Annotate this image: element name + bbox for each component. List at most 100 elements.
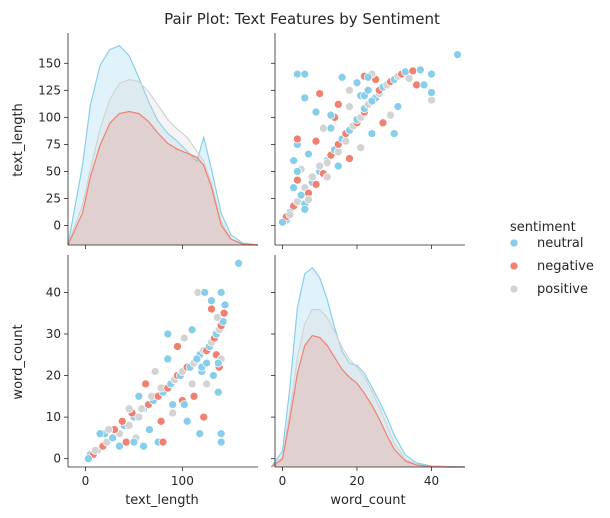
x-tick-label: 40 [424, 474, 439, 488]
scatter-point-negative [311, 180, 321, 189]
scatter-point-negative [311, 136, 321, 146]
scatter-point-neutral [163, 329, 173, 339]
scatter-point-neutral [289, 183, 298, 193]
panel-word_count-vs-word_count: 0 20 40 [270, 255, 466, 488]
scatter-point-positive [304, 195, 313, 204]
scatter-point-neutral [326, 123, 336, 133]
scatter-point-neutral [289, 156, 298, 165]
scatter-point-neutral [115, 441, 124, 451]
scatter-point-neutral [293, 167, 302, 176]
scatter-point-negative [199, 412, 209, 422]
kde-line-positive [270, 309, 465, 468]
y-axis-label-text-length: text_length [11, 103, 26, 177]
y-tick-label: 10 [46, 410, 61, 424]
scatter-point-neutral [427, 69, 436, 79]
legend-marker-positive [509, 284, 519, 294]
scatter-point-neutral [195, 429, 205, 439]
legend-marker-negative [509, 261, 519, 271]
scatter-point-negative [293, 134, 302, 144]
scatter-point-neutral [393, 102, 403, 111]
scatter-point-neutral [300, 93, 310, 103]
scatter-point-positive [124, 404, 134, 414]
y-tick-label: 25 [46, 191, 61, 205]
scatter-point-neutral [453, 50, 462, 59]
legend-label-negative: negative [537, 259, 594, 274]
scatter-point-neutral [367, 129, 377, 138]
scatter-point-neutral [163, 354, 173, 364]
scatter-point-positive [137, 404, 147, 414]
scatter-point-negative [293, 175, 302, 185]
scatter-point-positive [150, 367, 160, 376]
scatter-point-positive [333, 147, 343, 157]
scatter-point-positive [202, 379, 211, 389]
scatter-point-neutral [200, 288, 210, 297]
scatter-point-neutral [326, 110, 336, 120]
kde-fill-neutral [68, 45, 258, 246]
scatter-point-negative [173, 342, 182, 351]
kde-line-neutral [67, 44, 259, 246]
panels: 0 25 50 75 100 125 150 0 100 0 10 20 30 40 0 20 40 [38, 33, 466, 488]
scatter-point-neutral [216, 288, 226, 297]
kde-line-neutral [270, 266, 466, 468]
scatter-point-neutral [300, 69, 310, 79]
scatter-point-neutral [192, 354, 202, 364]
y-tick-label: 150 [38, 56, 61, 70]
scatter-point-neutral [311, 107, 321, 117]
x-tick-label: 20 [349, 474, 364, 488]
y-tick-label: 40 [46, 285, 61, 299]
scatter-point-positive [315, 161, 325, 171]
scatter-point-neutral [300, 204, 310, 214]
scatter-point-neutral [427, 88, 436, 97]
scatter-point-negative [158, 437, 168, 447]
kde-line-negative [67, 110, 259, 246]
scatter-point-positive [322, 158, 332, 168]
scatter-point-neutral [139, 441, 148, 451]
scatter-point-neutral [129, 437, 139, 447]
scatter-point-positive [124, 421, 134, 430]
scatter-point-neutral [213, 387, 223, 397]
x-axis-label-word-count: word_count [330, 493, 405, 508]
x-tick-label: 100 [171, 474, 194, 488]
scatter-point-positive [212, 313, 222, 322]
scatter-point-positive [134, 412, 144, 422]
scatter-point-neutral [182, 416, 192, 426]
scatter-point-negative [189, 391, 199, 401]
y-tick-label: 50 [46, 164, 61, 178]
scatter-point-negative [345, 154, 354, 163]
scatter-point-positive [322, 172, 332, 182]
x-axis-label-text-length: text_length [125, 493, 199, 508]
scatter-point-positive [341, 136, 351, 146]
scatter-point-negative [117, 416, 127, 426]
kde-fill-positive [271, 309, 465, 467]
scatter-point-negative [378, 118, 388, 128]
scatter-point-negative [121, 437, 131, 447]
scatter-point-neutral [95, 429, 105, 439]
y-tick-label: 0 [53, 219, 61, 233]
scatter-point-negative [156, 416, 166, 426]
scatter-point-negative [412, 80, 421, 90]
legend-marker-neutral [509, 238, 519, 248]
scatter-point-positive [319, 123, 328, 133]
scatter-point-neutral [220, 300, 230, 310]
scatter-point-neutral [367, 96, 377, 106]
scatter-point-neutral [296, 190, 306, 200]
scatter-point-neutral [363, 72, 373, 82]
scatter-point-neutral [363, 85, 373, 95]
scatter-point-neutral [168, 400, 178, 409]
legend-title: sentiment [510, 220, 576, 235]
scatter-point-negative [207, 304, 216, 314]
scatter-point-positive [356, 143, 366, 153]
scatter-point-neutral [415, 65, 425, 75]
y-tick-label: 20 [46, 369, 61, 383]
scatter-point-neutral [84, 454, 93, 464]
scatter-point-negative [141, 379, 150, 389]
scatter-point-neutral [293, 69, 302, 79]
legend-label-positive: positive [537, 282, 588, 297]
scatter-point-neutral [337, 72, 347, 82]
scatter-point-neutral [234, 258, 243, 268]
scatter-point-positive [90, 446, 100, 455]
y-tick-label: 0 [53, 452, 61, 466]
scatter-point-positive [307, 172, 317, 182]
scatter-point-positive [179, 333, 189, 343]
